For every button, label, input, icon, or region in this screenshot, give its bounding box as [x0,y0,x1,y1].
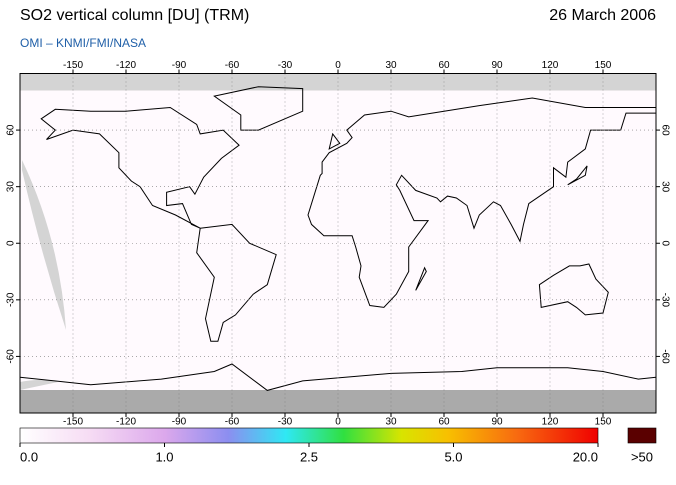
colorbar-tick-label: 2.5 [300,449,318,464]
coastline [328,132,341,150]
coastline [40,106,240,229]
lon-tick-label: 120 [542,417,559,428]
title: SO2 vertical column [DU] (TRM) [20,7,249,24]
lon-tick-label: 30 [385,417,397,428]
lat-tick-label: 60 [6,124,17,136]
coastline [307,97,657,308]
coastline [196,223,277,342]
coastline [415,266,427,291]
lon-tick-label: -30 [278,60,293,71]
lat-tick-label: 0 [659,240,670,246]
lon-tick-label: -150 [63,60,83,71]
colorbar-over-label: >50 [631,449,653,464]
lon-tick-label: 30 [385,60,397,71]
subtitle: OMI – KNMI/FMI/NASA [20,36,146,50]
lon-tick-label: 0 [335,60,341,71]
lon-tick-label: 60 [438,417,450,428]
map [19,73,657,414]
colorbar-tick-label: 5.0 [444,449,462,464]
lon-tick-label: 120 [542,60,559,71]
lon-tick-label: -90 [172,60,187,71]
coastline-antarctica [19,363,657,391]
colorbar-tick-label: 0.0 [20,449,38,464]
date: 26 March 2006 [549,7,656,24]
no-data-swath [22,160,66,330]
colorbar-tick-label: 20.0 [573,449,598,464]
lon-tick-label: -150 [63,417,83,428]
graticule [20,73,656,413]
lon-tick-label: -60 [225,417,240,428]
no-data-swath [20,380,58,390]
coastline [213,86,304,131]
lon-tick-label: -120 [116,417,136,428]
lat-tick-label: -60 [659,349,670,364]
lat-tick-label: 0 [6,240,17,246]
lon-tick-label: 90 [491,60,503,71]
lon-tick-label: 150 [595,417,612,428]
lon-tick-label: 0 [335,417,341,428]
lat-tick-label: 60 [659,125,670,137]
lon-tick-label: -60 [225,60,240,71]
lat-tick-label: -30 [6,292,17,307]
coastlines [19,86,657,391]
lon-tick-label: 90 [491,417,503,428]
lat-tick-label: -30 [659,293,670,308]
lon-tick-label: 60 [438,60,450,71]
lat-tick-label: 30 [6,181,17,193]
lon-tick-label: -30 [278,417,293,428]
lat-tick-label: -60 [6,349,17,364]
coastline [538,263,609,316]
colorbar-tick-label: 1.0 [155,449,173,464]
coastline [567,165,588,186]
lat-tick-label: 30 [659,181,670,193]
lon-tick-label: -120 [116,60,136,71]
lon-tick-label: -90 [172,417,187,428]
colorbar-over [627,427,657,444]
lon-tick-label: 150 [595,60,612,71]
colorbar [19,427,599,444]
